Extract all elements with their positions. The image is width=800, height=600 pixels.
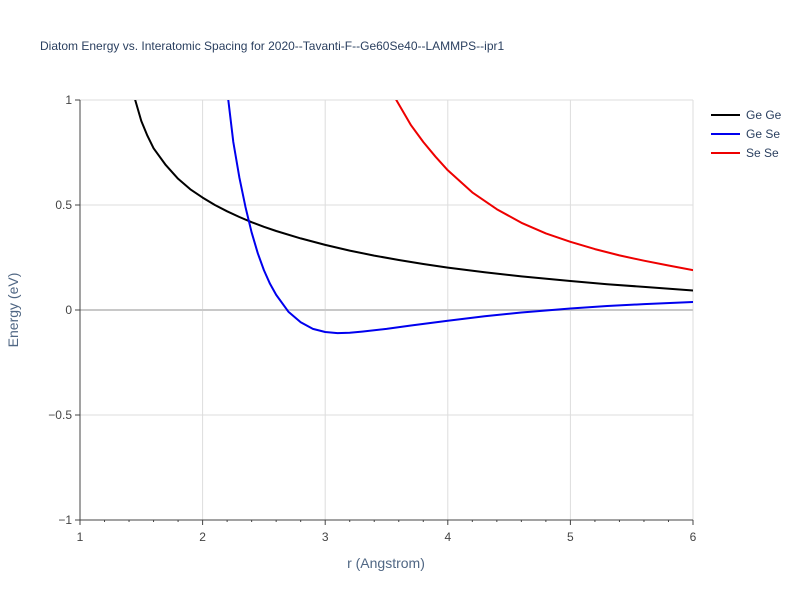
legend-item-ge-se[interactable]: Ge Se [711,127,780,141]
y-tick-label: 0.5 [55,198,72,212]
y-tick-label: −1 [58,513,72,527]
legend-label: Se Se [746,146,779,160]
legend-item-se-se[interactable]: Se Se [711,146,779,160]
series-line-ge-ge [134,100,693,292]
x-tick-label: 5 [567,530,574,544]
y-tick-label: 1 [65,93,72,107]
legend[interactable]: Ge Ge Ge Se Se Se [711,108,782,160]
legend-label: Ge Ge [746,108,782,122]
x-tick-label: 1 [77,530,84,544]
y-tick-label: 0 [65,303,72,317]
y-axis-title: Energy (eV) [5,273,21,348]
series-line-ge-se [227,100,693,335]
x-tick-label: 2 [199,530,206,544]
x-tick-label: 3 [322,530,329,544]
chart-title: Diatom Energy vs. Interatomic Spacing fo… [40,39,505,53]
axes [75,99,694,525]
x-tick-label: 6 [690,530,697,544]
series-lines [134,100,693,335]
legend-item-ge-ge[interactable]: Ge Ge [711,108,782,122]
legend-label: Ge Se [746,127,780,141]
series-line-se-se [395,100,693,272]
x-axis-title: r (Angstrom) [347,555,425,571]
x-tick-label: 4 [444,530,451,544]
tick-labels: 1 2 3 4 5 6 −1 −0.5 0 0.5 1 [48,93,696,544]
y-tick-label: −0.5 [48,408,72,422]
